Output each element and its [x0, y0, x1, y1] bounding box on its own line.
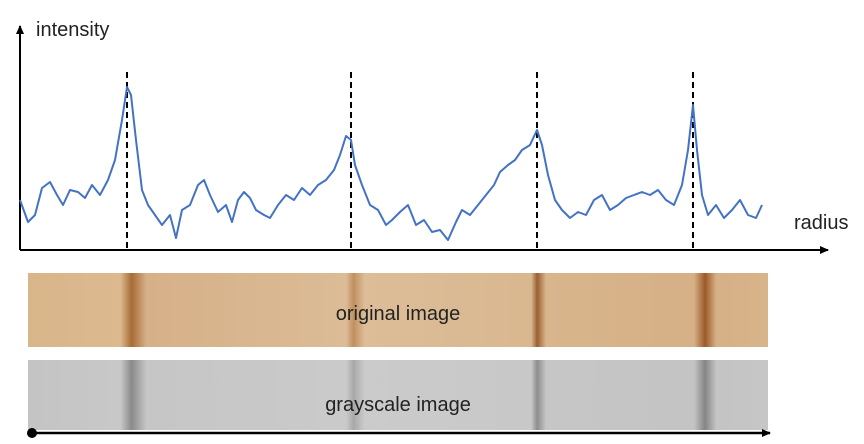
- grayscale-image-label: grayscale image: [325, 394, 471, 416]
- grayscale-image: [28, 360, 768, 430]
- x-axis-label: radius: [794, 212, 848, 234]
- y-axis-label: intensity: [36, 19, 109, 41]
- original-image: [28, 273, 768, 347]
- peak-markers: [126, 72, 694, 250]
- intensity-profile: [19, 86, 763, 241]
- original-image-label: original image: [336, 303, 461, 325]
